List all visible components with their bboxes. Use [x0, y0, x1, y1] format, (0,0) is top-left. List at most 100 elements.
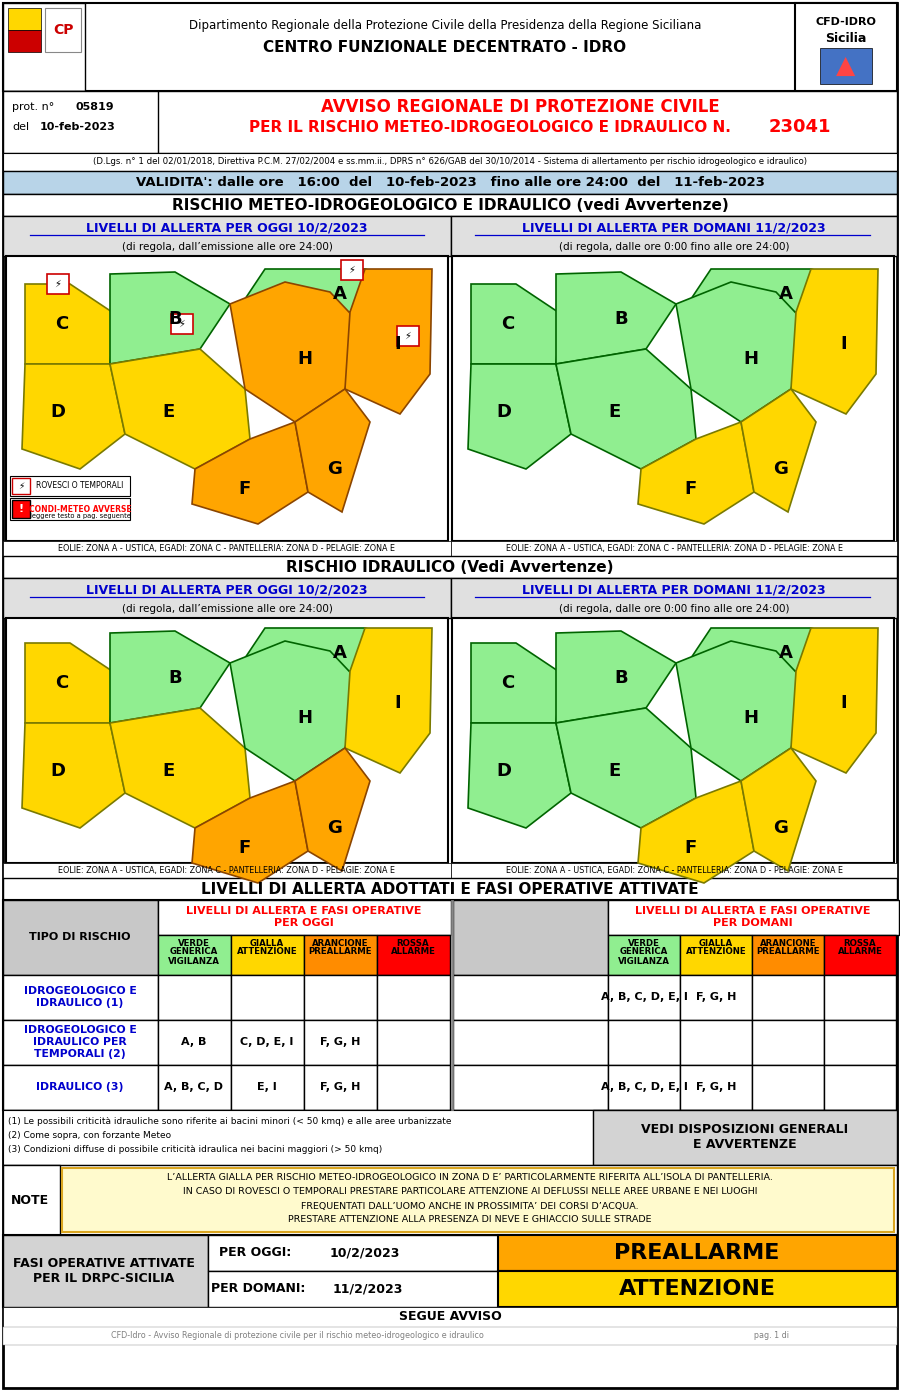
Bar [3, 1165, 60, 1236]
Text: LIVELLI DI ALLERTA E FASI OPERATIVE
PER DOMANI: LIVELLI DI ALLERTA E FASI OPERATIVE PER … [635, 907, 871, 928]
Bar [3, 900, 158, 975]
Text: TIPO DI RISCHIO: TIPO DI RISCHIO [29, 932, 130, 942]
Text: ARANCIONE: ARANCIONE [311, 939, 368, 947]
Bar [3, 1236, 897, 1307]
Text: B: B [614, 669, 628, 687]
Bar [608, 935, 680, 975]
Polygon shape [791, 628, 878, 773]
Text: G: G [328, 819, 342, 837]
Text: PER DOMANI:: PER DOMANI: [211, 1283, 305, 1295]
Bar [451, 540, 897, 556]
Bar [3, 1165, 897, 1236]
Bar [6, 618, 448, 864]
Text: RISCHIO IDRAULICO (Vedi Avvertenze): RISCHIO IDRAULICO (Vedi Avvertenze) [286, 560, 614, 574]
Bar [3, 216, 451, 256]
Bar [3, 1236, 208, 1307]
Bar [304, 975, 377, 1020]
Text: A: A [779, 644, 793, 662]
Text: EOLIE: ZONA A - USTICA, EGADI: ZONA C - PANTELLERIA: ZONA D - PELAGIE: ZONA E: EOLIE: ZONA A - USTICA, EGADI: ZONA C - … [506, 543, 842, 553]
Text: GIALLA: GIALLA [699, 939, 734, 947]
Bar [824, 1020, 896, 1066]
Bar [680, 1020, 752, 1066]
Bar [752, 935, 824, 975]
Bar [6, 256, 448, 540]
Polygon shape [345, 269, 432, 414]
Text: LIVELLI DI ALLERTA PER DOMANI 11/2/2023: LIVELLI DI ALLERTA PER DOMANI 11/2/2023 [522, 221, 826, 234]
Bar [12, 500, 30, 518]
Bar [451, 216, 897, 256]
Bar [397, 326, 419, 345]
Bar [680, 935, 752, 975]
Text: F: F [238, 481, 251, 499]
Text: CONDI-METEO AVVERSE: CONDI-METEO AVVERSE [29, 504, 131, 514]
Bar [453, 900, 608, 975]
Text: F: F [238, 839, 251, 857]
Text: H: H [298, 350, 312, 368]
Polygon shape [22, 364, 125, 469]
Bar [3, 1020, 158, 1066]
Polygon shape [471, 644, 561, 723]
Bar [608, 1066, 680, 1110]
Text: ARANCIONE: ARANCIONE [760, 939, 816, 947]
Text: !: ! [18, 504, 23, 514]
Text: CFD-Idro - Avviso Regionale di protezione civile per il rischio meteo-idrogeolog: CFD-Idro - Avviso Regionale di protezion… [111, 1332, 789, 1340]
Text: prot. n°: prot. n° [12, 102, 54, 111]
Polygon shape [468, 364, 571, 469]
Bar [158, 1066, 231, 1110]
Bar [3, 878, 897, 900]
Bar [3, 3, 897, 91]
Bar [824, 1066, 896, 1110]
Text: I: I [395, 334, 401, 352]
Text: F, G, H: F, G, H [320, 1082, 360, 1092]
Bar [208, 1236, 498, 1270]
Bar [231, 935, 304, 975]
Polygon shape [691, 269, 856, 334]
Text: VALIDITA': dalle ore   16:00  del   10-feb-2023   fino alle ore 24:00  del   11-: VALIDITA': dalle ore 16:00 del 10-feb-20… [136, 176, 764, 188]
Text: CENTRO FUNZIONALE DECENTRATO - IDRO: CENTRO FUNZIONALE DECENTRATO - IDRO [264, 40, 626, 56]
Polygon shape [192, 422, 308, 524]
Text: ⚡: ⚡ [405, 332, 411, 341]
Polygon shape [230, 281, 365, 422]
Text: leggere testo a pag. seguente: leggere testo a pag. seguente [30, 513, 130, 520]
Text: del: del [12, 123, 29, 132]
Text: ROSSA: ROSSA [397, 939, 429, 947]
Text: B: B [168, 669, 182, 687]
Text: C: C [501, 315, 515, 333]
Text: F, G, H: F, G, H [696, 1082, 736, 1092]
Text: AVVISO REGIONALE DI PROTEZIONE CIVILE: AVVISO REGIONALE DI PROTEZIONE CIVILE [320, 98, 719, 116]
Text: A: A [779, 286, 793, 304]
Bar [3, 1307, 897, 1328]
Text: L’ALLERTA GIALLA PER RISCHIO METEO-IDROGEOLOGICO IN ZONA D E’ PARTICOLARMENTE RI: L’ALLERTA GIALLA PER RISCHIO METEO-IDROG… [167, 1173, 773, 1183]
Bar [498, 1236, 897, 1270]
Text: ALLARME: ALLARME [391, 947, 436, 957]
Bar [752, 1020, 824, 1066]
Text: (1) Le possibili criticità idrauliche sono riferite ai bacini minori (< 50 kmq) : (1) Le possibili criticità idrauliche so… [8, 1117, 452, 1127]
Bar [3, 1110, 593, 1165]
Bar [341, 260, 363, 280]
Bar [47, 274, 69, 294]
Text: PRESTARE ATTENZIONE ALLA PRESENZA DI NEVE E GHIACCIO SULLE STRADE: PRESTARE ATTENZIONE ALLA PRESENZA DI NEV… [288, 1216, 652, 1224]
Bar [158, 1020, 231, 1066]
Text: Dipartimento Regionale della Protezione Civile della Presidenza della Regione Si: Dipartimento Regionale della Protezione … [189, 18, 701, 32]
Text: D: D [497, 403, 511, 421]
Text: E: E [608, 762, 620, 780]
Bar [452, 618, 894, 864]
Text: VIGILANZA: VIGILANZA [168, 957, 220, 965]
Text: RISCHIO METEO-IDROGEOLOGICO E IDRAULICO (vedi Avvertenze): RISCHIO METEO-IDROGEOLOGICO E IDRAULICO … [172, 198, 728, 213]
Text: 05819: 05819 [75, 102, 113, 111]
Bar [608, 1020, 680, 1066]
Polygon shape [295, 389, 370, 513]
Text: C: C [501, 674, 515, 692]
Polygon shape [25, 644, 115, 723]
Bar [3, 1110, 897, 1165]
Bar [377, 1066, 450, 1110]
Text: H: H [743, 350, 759, 368]
Text: I: I [841, 694, 847, 712]
Bar [3, 153, 897, 171]
Bar [158, 935, 231, 975]
Text: 23041: 23041 [769, 118, 832, 137]
Text: F: F [685, 839, 698, 857]
Text: B: B [168, 311, 182, 327]
Text: LIVELLI DI ALLERTA PER OGGI 10/2/2023: LIVELLI DI ALLERTA PER OGGI 10/2/2023 [86, 584, 368, 596]
Text: ⚡: ⚡ [178, 319, 185, 329]
